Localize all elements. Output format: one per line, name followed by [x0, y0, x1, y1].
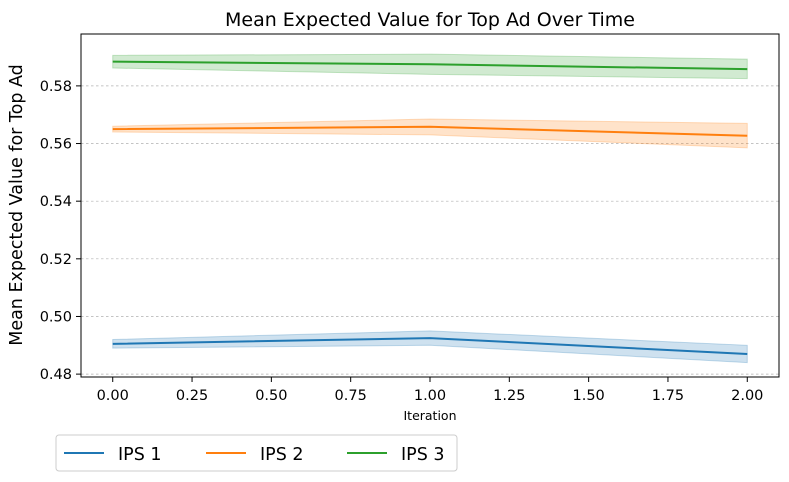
- line-series-3: [112, 60, 748, 71]
- y-tick-label: 0.52: [40, 252, 72, 268]
- x-axis-ticks: 0.00 0.25 0.50 0.75 1.00 1.25 1.50 1.75 2.00: [97, 377, 763, 404]
- legend-label-series-3: IPS 3: [401, 445, 445, 465]
- plot-frame: [80, 33, 780, 378]
- legend-box: [55, 434, 458, 472]
- x-tick-label: 0.50: [255, 388, 287, 404]
- confidence-band-series-1: [112, 330, 748, 364]
- x-tick-label: 1.00: [414, 388, 446, 404]
- legend: IPS 1 IPS 2 IPS 3: [55, 434, 458, 472]
- y-tick-label: 0.48: [40, 367, 72, 383]
- grid: [81, 85, 779, 375]
- x-tick-label: 0.75: [335, 388, 367, 404]
- x-axis-label: Iteration: [403, 408, 456, 423]
- x-tick-label: 0.00: [97, 388, 129, 404]
- y-tick-label: 0.56: [40, 137, 72, 153]
- x-tick-label: 2.00: [731, 388, 763, 404]
- confidence-band-series-2: [112, 118, 748, 149]
- confidence-band-series-3: [112, 53, 748, 80]
- confidence-bands: [112, 53, 748, 364]
- x-tick-label: 1.25: [493, 388, 525, 404]
- series-lines: [112, 60, 748, 355]
- y-tick-label: 0.54: [40, 194, 72, 210]
- x-tick-label: 1.50: [572, 388, 604, 404]
- y-axis-ticks: 0.48 0.50 0.52 0.54 0.56 0.58: [40, 79, 81, 383]
- line-series-2: [112, 125, 748, 137]
- y-axis-label: Mean Expected Value for Top Ad: [7, 64, 27, 346]
- chart-title: Mean Expected Value for Top Ad Over Time: [225, 9, 635, 31]
- line-series-1: [112, 337, 748, 355]
- legend-label-series-2: IPS 2: [260, 445, 304, 465]
- x-tick-label: 1.75: [652, 388, 684, 404]
- legend-label-series-1: IPS 1: [118, 445, 162, 465]
- x-tick-label: 0.25: [176, 388, 208, 404]
- y-tick-label: 0.50: [40, 309, 72, 325]
- y-tick-label: 0.58: [40, 79, 72, 95]
